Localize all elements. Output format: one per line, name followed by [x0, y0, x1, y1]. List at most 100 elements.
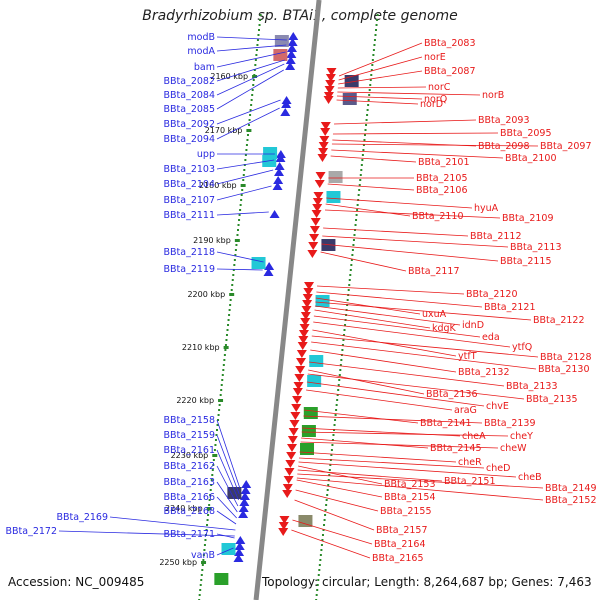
reverse-gene-label: BBta_2087 [424, 66, 476, 77]
ruler-dot [223, 354, 226, 356]
ruler-dot [349, 269, 352, 271]
forward-gene-leader [216, 36, 287, 41]
ruler-dot [347, 289, 350, 291]
forward-gene-leader [216, 510, 237, 525]
reverse-gene-leader [311, 335, 539, 358]
ruler-dot [211, 474, 214, 476]
gene-block [273, 49, 288, 61]
gene-block [344, 75, 359, 87]
gene-block [214, 573, 229, 585]
ruler-dot [348, 279, 351, 281]
reverse-gene-arrow [284, 468, 295, 476]
ruler-dot [203, 549, 206, 551]
ruler-dot [321, 534, 324, 536]
ruler-dot [335, 409, 338, 411]
forward-gene-leader [216, 449, 239, 501]
ruler-dot [250, 99, 253, 101]
reverse-gene-arrow [286, 452, 297, 460]
forward-gene-label: BBta_2092 [163, 119, 215, 130]
ruler-dot [352, 239, 355, 241]
kbp-ticks: 2160 kbp 2170 kbp 2180 kbp 2190 kbp 2200 kbp… [159, 72, 258, 567]
topology-text: Topology: circular; Length: 8,264,687 bp… [262, 575, 592, 589]
reverse-gene-leader [310, 349, 457, 373]
reverse-gene-arrow [301, 306, 312, 314]
reverse-gene-leader [327, 183, 415, 191]
ruler-dot [199, 584, 202, 586]
reverse-gene-label: chvE [486, 401, 509, 412]
reverse-gene-label: cheR [458, 457, 482, 468]
reverse-gene-leader [314, 305, 461, 326]
ruler-dot [342, 334, 345, 336]
kbp-tick-mark [252, 75, 258, 78]
ruler-dot [209, 494, 212, 496]
ruler-dot [240, 194, 243, 196]
reverse-gene-leader [311, 341, 537, 370]
ruler-dot [349, 274, 352, 276]
ruler-dot [326, 489, 329, 491]
ruler-dot [369, 84, 372, 86]
ruler-dot [244, 154, 247, 156]
ruler-dot [336, 399, 339, 401]
ruler-dot [251, 89, 254, 91]
ruler-dot [241, 189, 244, 191]
reverse-gene-arrow [308, 242, 319, 250]
ruler-dot [367, 99, 370, 101]
ruler-dot [337, 384, 340, 386]
ruler-dot [220, 389, 223, 391]
forward-gene-arrow [239, 498, 250, 506]
ruler-dot [258, 29, 261, 31]
ruler-dot [223, 359, 226, 361]
ruler-dot [246, 139, 249, 141]
reverse-gene-arrow [309, 226, 320, 234]
reverse-gene-label: BBta_2164 [374, 539, 426, 550]
ruler-dot [248, 119, 251, 121]
gene-block [227, 487, 242, 499]
forward-gene-leader [216, 434, 240, 495]
ruler-dot [224, 349, 227, 351]
kbp-tick-mark [212, 454, 218, 457]
reverse-gene-label: BBta_2135 [526, 394, 578, 405]
ruler-dot [206, 524, 209, 526]
reverse-gene-arrow [312, 204, 323, 212]
forward-gene-label: BBta_2082 [163, 76, 215, 87]
forward-gene-leader [216, 44, 287, 52]
ruler-dot [319, 559, 322, 561]
ruler-dot [208, 499, 211, 501]
reverse-gene-label: BBta_2136 [426, 389, 478, 400]
forward-gene-label: BBta_2094 [163, 134, 215, 145]
reverse-gene-leader [331, 149, 504, 159]
ruler-dot [352, 244, 355, 246]
ruler-dot [336, 394, 339, 396]
ruler-dot [341, 349, 344, 351]
ruler-dot [212, 464, 215, 466]
ruler-dot [202, 554, 205, 556]
ruler-dot [344, 324, 347, 326]
ruler-dot [372, 49, 375, 51]
ruler-dot [213, 449, 216, 451]
ruler-dot [219, 394, 222, 396]
forward-gene-arrow [235, 536, 246, 544]
ruler-dot [353, 234, 356, 236]
ruler-dot [370, 69, 373, 71]
forward-gene-leader [216, 159, 275, 170]
reverse-gene-leader [301, 431, 509, 437]
reverse-gene-leader [330, 155, 417, 163]
reverse-gene-label: BBta_2098 [478, 141, 530, 152]
ruler-dot [354, 224, 357, 226]
ruler-dot [370, 74, 373, 76]
reverse-gene-arrow [292, 388, 303, 396]
ruler-dot [364, 129, 367, 131]
reverse-gene-leader [298, 461, 517, 478]
reverse-gene-label: idnD [462, 320, 484, 331]
ruler-dot [326, 494, 329, 496]
reverse-gene-label: BBta_2121 [484, 302, 536, 313]
ruler-dot [239, 204, 242, 206]
reverse-gene-arrow [317, 154, 328, 162]
forward-gene-leader [216, 107, 280, 140]
reverse-gene-arrow [314, 180, 325, 188]
backbone-line [253, 0, 322, 600]
reverse-gene-label: norD [420, 99, 443, 110]
ruler-dot [250, 104, 253, 106]
reverse-gene-label: norE [424, 52, 446, 63]
ruler-dot [251, 94, 254, 96]
